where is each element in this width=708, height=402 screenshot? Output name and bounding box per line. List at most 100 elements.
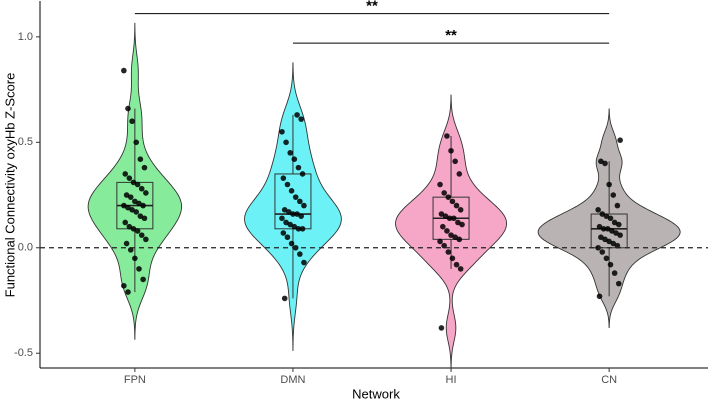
- data-point: [595, 207, 601, 213]
- data-point: [457, 266, 464, 272]
- data-point: [291, 223, 298, 230]
- data-point: [450, 215, 457, 222]
- data-point: [121, 202, 127, 209]
- data-point: [617, 232, 623, 238]
- data-point: [299, 225, 306, 232]
- data-point: [127, 247, 134, 253]
- data-point: [611, 270, 618, 276]
- data-point: [299, 171, 306, 177]
- data-point: [452, 158, 458, 165]
- data-point: [456, 236, 463, 243]
- data-point: [284, 181, 291, 188]
- data-point: [134, 228, 141, 234]
- data-point: [614, 242, 621, 249]
- data-point: [445, 194, 452, 200]
- data-point: [449, 198, 456, 205]
- data-point: [609, 228, 615, 234]
- data-point: [602, 160, 608, 167]
- data-point: [138, 232, 145, 238]
- data-point: [437, 181, 443, 188]
- data-point: [287, 150, 294, 156]
- data-point: [122, 219, 129, 226]
- data-point: [610, 240, 617, 247]
- y-tick-label: 1.0: [18, 31, 33, 43]
- data-point: [130, 225, 137, 232]
- data-point: [279, 215, 285, 222]
- data-point: [294, 112, 300, 118]
- data-point: [441, 190, 447, 196]
- data-point: [134, 181, 141, 188]
- data-point: [125, 105, 131, 112]
- data-point: [606, 238, 612, 245]
- data-point: [600, 225, 607, 232]
- data-point: [614, 202, 621, 209]
- data-point: [125, 204, 131, 211]
- data-point: [136, 266, 142, 272]
- data-point: [295, 225, 302, 232]
- data-point: [133, 139, 140, 146]
- data-point: [610, 192, 617, 198]
- data-point: [126, 223, 133, 230]
- data-point: [439, 223, 446, 230]
- data-point: [127, 194, 134, 200]
- data-point: [455, 219, 461, 226]
- y-tick-label: -0.5: [14, 347, 33, 359]
- data-point: [141, 215, 148, 222]
- data-point: [132, 198, 138, 205]
- data-point: [137, 156, 144, 162]
- x-tick-label: CN: [601, 374, 617, 386]
- data-point: [121, 282, 127, 289]
- data-point: [438, 211, 445, 217]
- y-axis-label: Functional Connectivity oxyHb Z-Score: [2, 73, 17, 298]
- data-point: [604, 225, 611, 232]
- data-point: [615, 221, 622, 228]
- data-point: [453, 202, 460, 209]
- data-point: [452, 234, 458, 241]
- data-point: [453, 261, 460, 268]
- data-point: [448, 232, 454, 238]
- data-point: [596, 223, 603, 230]
- data-point: [143, 236, 149, 243]
- data-point: [140, 202, 146, 209]
- data-point: [457, 207, 464, 213]
- data-point: [284, 234, 291, 241]
- x-tick-label: FPN: [124, 374, 146, 386]
- y-tick-label: 0.5: [18, 136, 33, 148]
- data-point: [288, 188, 295, 194]
- data-point: [280, 175, 287, 181]
- data-point: [598, 234, 604, 241]
- data-point: [441, 242, 447, 249]
- data-point: [438, 325, 445, 331]
- data-point: [446, 215, 453, 222]
- data-point: [301, 259, 307, 266]
- data-point: [298, 213, 305, 219]
- data-point: [437, 238, 443, 245]
- data-point: [599, 211, 606, 217]
- data-point: [603, 255, 610, 262]
- data-point: [448, 147, 454, 154]
- data-point: [138, 185, 145, 192]
- data-point: [126, 175, 133, 181]
- data-point: [611, 219, 618, 226]
- data-point: [606, 181, 612, 188]
- data-point: [283, 139, 289, 146]
- data-point: [129, 207, 135, 213]
- data-point: [281, 207, 288, 213]
- data-point: [294, 211, 300, 217]
- data-point: [301, 202, 307, 209]
- data-point: [598, 158, 604, 165]
- data-point: [129, 118, 135, 125]
- y-tick-label: 0.0: [18, 242, 33, 254]
- data-point: [602, 236, 608, 243]
- data-point: [298, 116, 305, 122]
- data-point: [130, 179, 137, 186]
- data-point: [459, 221, 465, 228]
- data-point: [137, 213, 144, 219]
- data-point: [615, 280, 622, 287]
- data-point: [456, 171, 463, 177]
- data-point: [140, 276, 146, 283]
- x-tick-label: DMN: [280, 374, 305, 386]
- box: [274, 173, 312, 230]
- data-point: [123, 240, 130, 247]
